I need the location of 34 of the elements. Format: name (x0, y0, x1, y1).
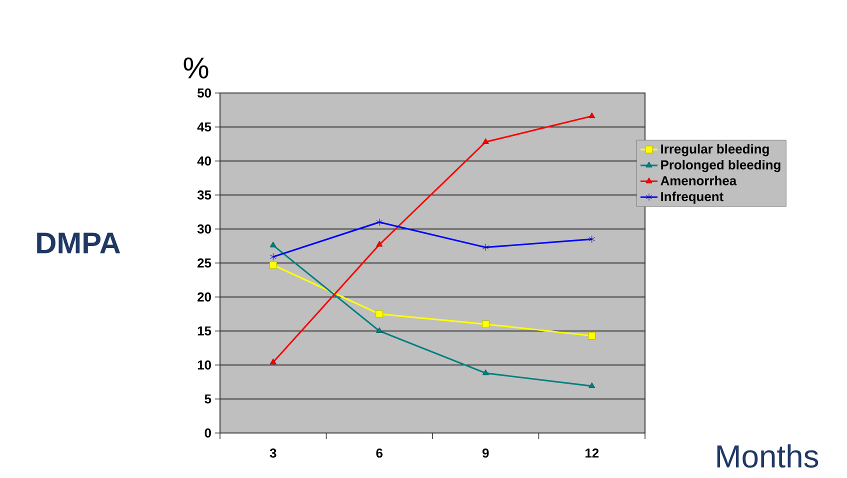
point (269, 261, 277, 269)
point (482, 369, 489, 376)
x-tick-label: 6 (376, 448, 383, 458)
y-tick-label: 10 (198, 360, 211, 370)
point (588, 382, 596, 388)
y-tick-label: 15 (198, 326, 212, 336)
point (376, 327, 383, 333)
x-axis-title: Months (717, 444, 818, 468)
y-tick-label: 40 (197, 156, 211, 166)
x-tick-label: 9 (482, 448, 489, 458)
point (482, 138, 489, 144)
y-tick-label: 50 (197, 88, 211, 98)
text: DMPA (37, 232, 120, 254)
point (588, 332, 596, 340)
x-tick-label: 3 (270, 448, 276, 458)
point (376, 240, 383, 247)
x-tick-label: 12 (585, 448, 599, 458)
point (482, 320, 490, 328)
y-tick-label: 45 (197, 122, 212, 132)
point (270, 242, 276, 248)
y-tick-label: 20 (198, 292, 211, 302)
point (588, 112, 596, 118)
legend-label: Amenorrhea (660, 176, 737, 186)
point (270, 358, 276, 364)
y-tick-label: 30 (197, 224, 211, 234)
y-tick-label: 0 (204, 428, 211, 438)
y-tick-label: 35 (197, 190, 212, 200)
y-axis-title: % (184, 58, 208, 78)
legend-label: Prolonged bleeding (661, 160, 780, 172)
legend-label: Irregular bleeding (661, 144, 769, 156)
legend-label: Infrequent (661, 192, 724, 204)
y-tick-label: 5 (204, 394, 212, 404)
y-tick-label: 25 (198, 258, 212, 268)
point (376, 310, 384, 318)
